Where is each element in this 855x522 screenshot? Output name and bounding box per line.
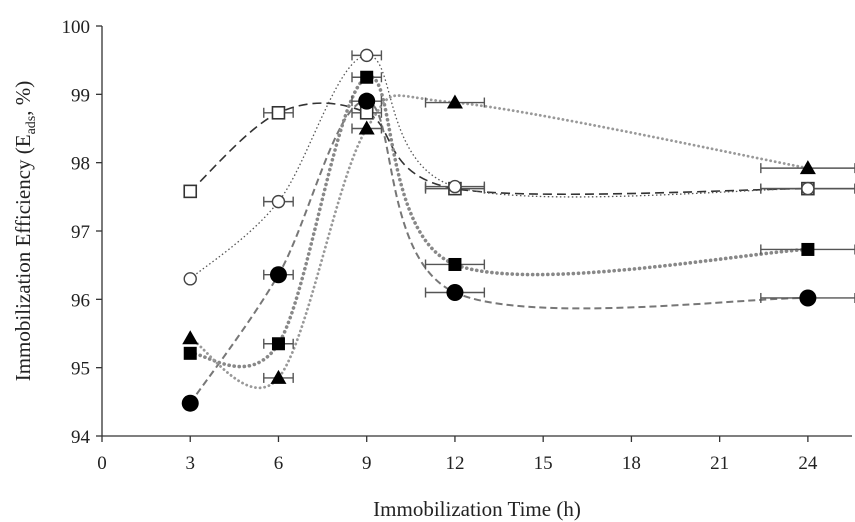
data-point <box>360 48 374 63</box>
y-tick-label: 94 <box>71 427 91 448</box>
data-point <box>799 160 816 175</box>
series-line-4 <box>188 74 810 369</box>
data-point <box>446 94 463 109</box>
data-point <box>448 179 462 194</box>
series-line-1 <box>189 102 808 196</box>
x-tick-label: 18 <box>622 453 641 474</box>
data-point <box>270 369 287 384</box>
x-tick-label: 6 <box>274 453 284 474</box>
x-tick-label: 3 <box>185 453 195 474</box>
x-tick-label: 12 <box>445 453 464 474</box>
data-point <box>360 70 374 84</box>
y-tick-label: 96 <box>71 290 90 311</box>
data-point <box>183 272 197 286</box>
y-axis-title: Immobilization Efficiency (Eads, %) <box>11 81 39 382</box>
y-tick-label: 98 <box>71 154 90 175</box>
data-point <box>801 181 815 196</box>
axes-layer <box>101 26 852 437</box>
data-point <box>182 330 199 345</box>
y-tick-label: 95 <box>71 359 90 380</box>
y-tick-label: 97 <box>71 222 90 243</box>
x-tick-label: 0 <box>97 453 107 474</box>
x-tick-label: 24 <box>798 453 818 474</box>
data-point <box>181 394 199 412</box>
y-tick-label: 100 <box>62 17 91 38</box>
series-line-2 <box>189 54 808 280</box>
data-point <box>446 284 464 301</box>
x-tick-label: 21 <box>710 453 729 474</box>
errbar-layer <box>263 50 855 383</box>
data-point <box>271 194 286 209</box>
data-point <box>358 120 375 135</box>
y-tick-label: 99 <box>71 85 90 106</box>
data-point <box>183 184 198 199</box>
x-axis-title: Immobilization Time (h) <box>373 497 581 521</box>
marker-layer <box>181 48 817 412</box>
x-tick-label: 9 <box>362 453 372 474</box>
y-axis-title-end: , %) <box>11 81 35 116</box>
data-point <box>183 346 197 360</box>
data-point <box>271 105 286 120</box>
y-axis-title-subscript: ads <box>24 116 39 135</box>
ticks-layer: 94 95 96 97 98 99 100 0 3 6 9 12 15 18 21 24 <box>62 17 818 474</box>
series-line-3 <box>189 100 808 404</box>
x-tick-label: 15 <box>534 453 553 474</box>
data-point <box>271 337 285 351</box>
y-axis-title-main: Immobilization Efficiency (E <box>11 134 35 381</box>
data-point <box>269 266 287 284</box>
data-point <box>799 289 817 307</box>
data-point <box>448 257 462 271</box>
data-point <box>801 242 815 256</box>
data-point <box>358 92 376 110</box>
